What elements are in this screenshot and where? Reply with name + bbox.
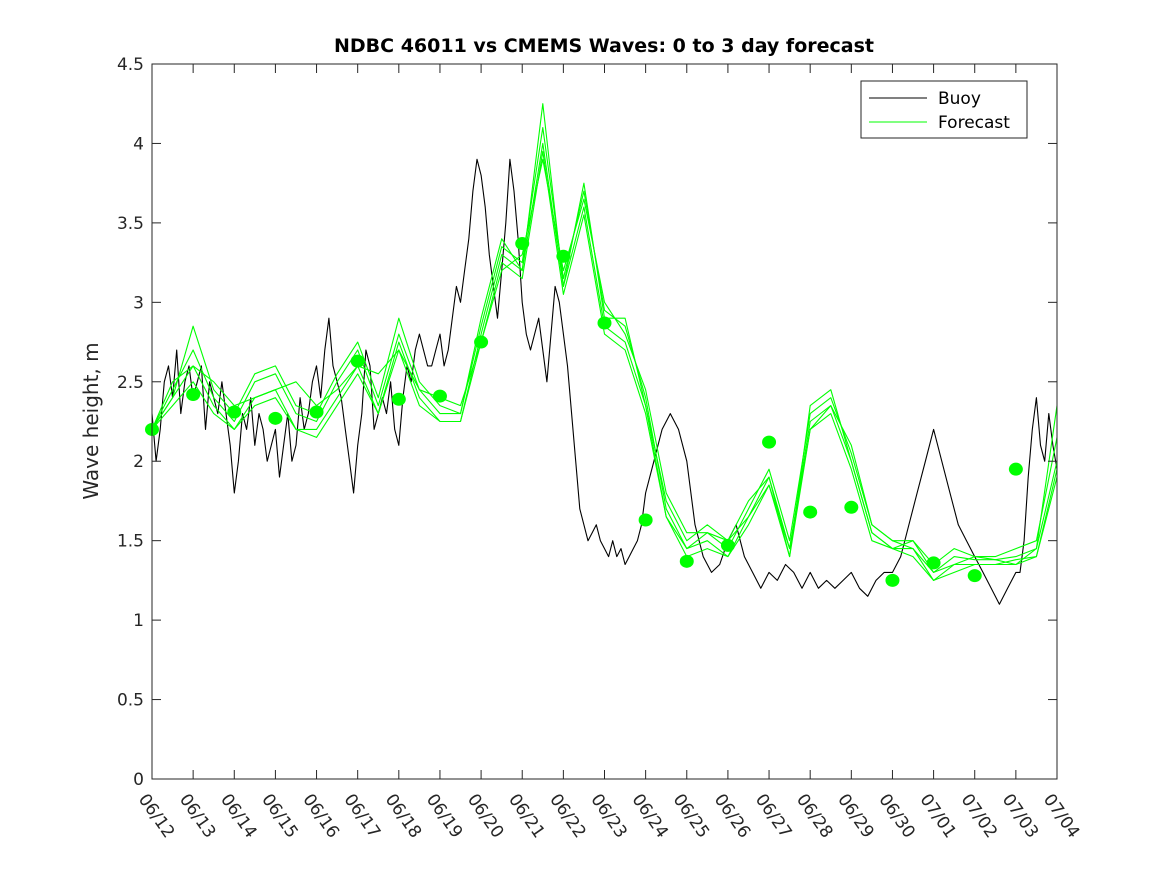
y-tick-label: 0.5 bbox=[117, 691, 144, 711]
forecast-marker bbox=[309, 405, 324, 419]
forecast-marker bbox=[926, 556, 941, 570]
y-axis: 0 0.5 1 1.5 2 2.5 3 3.5 4 4.5 bbox=[117, 55, 1057, 790]
buoy-series bbox=[151, 158, 1058, 605]
forecast-marker bbox=[967, 569, 982, 583]
legend-forecast-label: Forecast bbox=[938, 113, 1010, 133]
forecast-markers bbox=[145, 237, 1023, 587]
x-tick-label: 06/28 bbox=[792, 790, 836, 842]
forecast-marker bbox=[803, 505, 818, 519]
x-tick-label: 07/03 bbox=[998, 790, 1042, 842]
x-tick-label: 06/27 bbox=[751, 790, 795, 842]
y-tick-label: 3 bbox=[133, 293, 144, 313]
x-tick-label: 06/15 bbox=[257, 790, 301, 842]
forecast-marker bbox=[885, 573, 900, 587]
forecast-marker bbox=[597, 316, 612, 330]
forecast-line bbox=[151, 158, 1058, 573]
x-tick-label: 06/21 bbox=[504, 790, 548, 842]
y-tick-label: 2 bbox=[133, 452, 144, 472]
forecast-marker bbox=[679, 554, 694, 568]
x-tick-label: 06/25 bbox=[669, 790, 713, 842]
forecast-marker bbox=[762, 435, 777, 449]
forecast-marker bbox=[556, 249, 571, 263]
x-tick-label: 06/23 bbox=[586, 790, 630, 842]
forecast-marker bbox=[227, 405, 242, 419]
x-tick-label: 07/01 bbox=[915, 790, 959, 842]
legend-buoy-label: Buoy bbox=[938, 89, 981, 109]
y-tick-label: 4.5 bbox=[117, 55, 144, 75]
x-tick-label: 06/18 bbox=[381, 790, 425, 842]
x-tick-label: 06/24 bbox=[628, 790, 672, 842]
forecast-marker bbox=[474, 335, 489, 349]
forecast-marker bbox=[350, 354, 365, 368]
forecast-marker bbox=[638, 513, 653, 527]
legend: Buoy Forecast bbox=[860, 80, 1028, 139]
x-tick-label: 06/30 bbox=[874, 790, 918, 842]
y-tick-label: 2.5 bbox=[117, 373, 144, 393]
plot-area bbox=[152, 64, 1057, 779]
x-tick-label: 06/19 bbox=[422, 790, 466, 842]
forecast-line bbox=[151, 127, 1058, 573]
y-tick-label: 0 bbox=[133, 770, 144, 790]
y-tick-label: 1.5 bbox=[117, 532, 144, 552]
chart-title: NDBC 46011 vs CMEMS Waves: 0 to 3 day fo… bbox=[334, 35, 874, 57]
y-tick-label: 1 bbox=[133, 611, 144, 631]
x-tick-label: 06/26 bbox=[710, 790, 754, 842]
x-tick-label: 06/22 bbox=[545, 790, 589, 842]
forecast-marker bbox=[391, 392, 406, 406]
x-tick-label: 06/13 bbox=[175, 790, 219, 842]
x-tick-label: 07/04 bbox=[1039, 790, 1083, 842]
forecast-marker bbox=[186, 387, 201, 401]
y-tick-label: 3.5 bbox=[117, 214, 144, 234]
x-tick-label: 06/20 bbox=[463, 790, 507, 842]
forecast-marker bbox=[1008, 462, 1023, 476]
x-tick-label: 06/16 bbox=[298, 790, 342, 842]
forecast-marker bbox=[268, 411, 283, 425]
legend-box bbox=[860, 80, 1028, 139]
x-tick-label: 06/29 bbox=[833, 790, 877, 842]
forecast-line bbox=[151, 150, 1058, 581]
forecast-marker bbox=[720, 538, 735, 552]
x-tick-label: 07/02 bbox=[957, 790, 1001, 842]
buoy-line bbox=[151, 158, 1058, 605]
forecast-marker bbox=[844, 500, 859, 514]
forecast-marker bbox=[515, 237, 530, 251]
y-axis-label: Wave height, m bbox=[79, 342, 103, 499]
x-tick-label: 06/17 bbox=[340, 790, 384, 842]
x-tick-label: 06/12 bbox=[134, 790, 178, 842]
y-tick-label: 4 bbox=[133, 134, 144, 154]
x-tick-label: 06/14 bbox=[216, 790, 260, 842]
forecast-marker bbox=[432, 389, 447, 403]
